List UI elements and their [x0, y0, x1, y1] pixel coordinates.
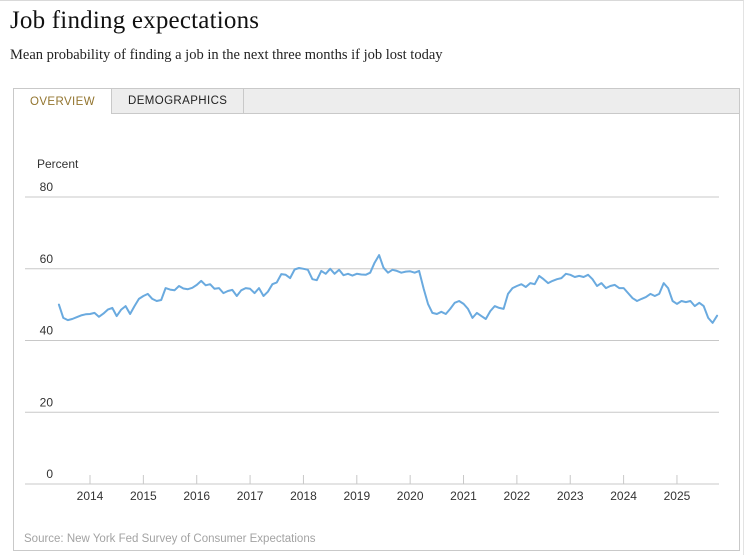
x-axis-label-2021: 2021	[450, 489, 477, 503]
x-axis-label-2016: 2016	[183, 489, 210, 503]
series-line-job-finding-expectations	[57, 254, 719, 324]
x-axis-label-2018: 2018	[290, 489, 317, 503]
line-chart: 0 20 40 60 80 Percent 2014 2015 2016 2017 2018 2019…	[25, 157, 719, 503]
x-axis-label-2020: 2020	[397, 489, 424, 503]
x-axis-label-2022: 2022	[504, 489, 531, 503]
page-subtitle: Mean probability of finding a job in the…	[10, 47, 443, 63]
tab-overview[interactable]: OVERVIEW	[13, 88, 112, 114]
x-axis-label-2024: 2024	[610, 489, 637, 503]
x-axis-label-2023: 2023	[557, 489, 584, 503]
tab-bar: OVERVIEW DEMOGRAPHICS	[13, 88, 740, 114]
chart-panel: 0 20 40 60 80 Percent 2014 2015 2016 2017 2018 2019…	[13, 113, 740, 551]
x-axis-label-2025: 2025	[664, 489, 691, 503]
y-axis-label-0: 0	[46, 467, 53, 481]
y-axis-label-40: 40	[40, 324, 54, 338]
x-axis-label-2014: 2014	[77, 489, 104, 503]
y-axis-label-20: 20	[40, 395, 54, 409]
page-title: Job finding expectations	[10, 7, 260, 34]
source-note: Source: New York Fed Survey of Consumer …	[24, 533, 316, 545]
x-axis-label-2015: 2015	[130, 489, 157, 503]
y-axis-label-60: 60	[40, 252, 54, 266]
tab-demographics[interactable]: DEMOGRAPHICS	[112, 89, 245, 113]
y-axis-unit-label: Percent	[37, 157, 79, 171]
x-axis-label-2017: 2017	[237, 489, 264, 503]
y-axis-label-80: 80	[40, 180, 54, 194]
x-axis-label-2019: 2019	[343, 489, 370, 503]
